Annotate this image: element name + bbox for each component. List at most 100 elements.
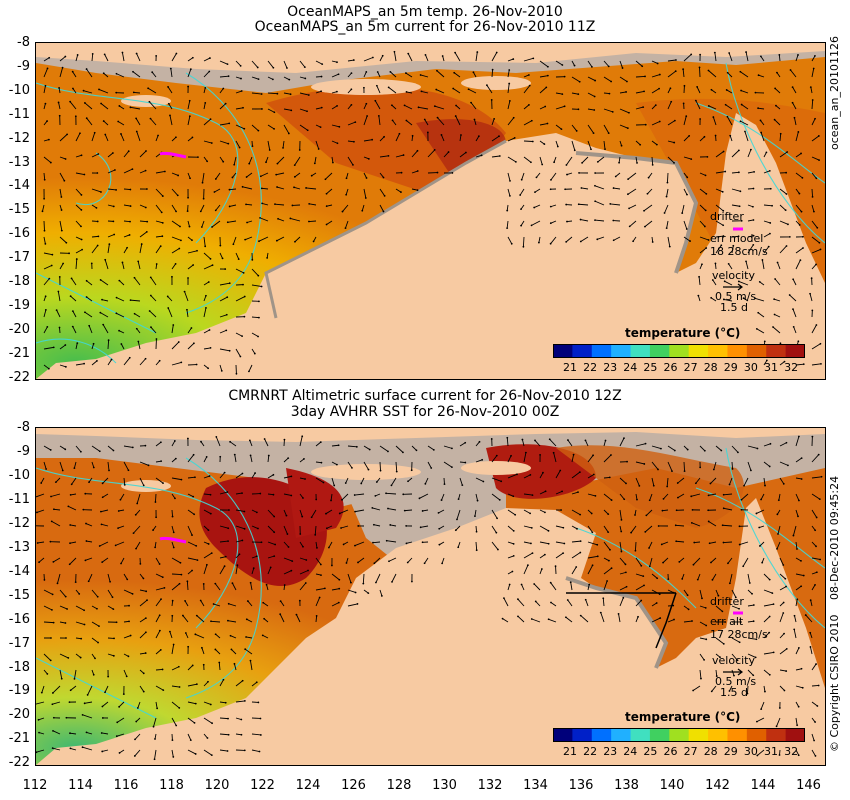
current-vector bbox=[219, 364, 223, 372]
current-vector-head bbox=[191, 664, 194, 667]
current-vector bbox=[299, 60, 306, 68]
current-vector-head bbox=[144, 631, 147, 634]
current-vector bbox=[506, 220, 509, 229]
current-vector bbox=[698, 276, 701, 286]
current-vector bbox=[553, 452, 557, 463]
current-vector bbox=[555, 470, 561, 479]
current-vector-head bbox=[320, 90, 323, 93]
current-vector-head bbox=[800, 478, 803, 480]
current-vector bbox=[790, 69, 797, 78]
current-vector bbox=[603, 140, 606, 150]
current-vector-head bbox=[724, 170, 727, 173]
current-vector bbox=[103, 72, 109, 78]
current-vector-head bbox=[194, 753, 197, 755]
current-vector-head bbox=[720, 449, 723, 452]
current-vector-head bbox=[416, 170, 419, 172]
current-vector bbox=[651, 121, 660, 126]
current-vector-head bbox=[652, 484, 655, 487]
current-vector bbox=[754, 297, 765, 302]
current-vector-head bbox=[243, 749, 246, 752]
current-vector-head bbox=[50, 264, 53, 267]
current-vector-head bbox=[736, 659, 739, 662]
current-vector bbox=[651, 445, 662, 450]
current-vector bbox=[299, 509, 303, 517]
current-vector bbox=[283, 124, 290, 134]
current-vector bbox=[260, 172, 269, 177]
current-vector-head bbox=[290, 475, 293, 478]
current-vector bbox=[603, 476, 610, 479]
current-vector bbox=[267, 140, 271, 151]
current-vector-head bbox=[184, 599, 186, 602]
current-vector-head bbox=[756, 720, 758, 723]
current-vector-head bbox=[211, 264, 214, 267]
current-vector bbox=[507, 473, 518, 479]
current-vector-head bbox=[426, 131, 429, 134]
current-vector-head bbox=[813, 739, 815, 742]
current-vector-head bbox=[814, 117, 816, 120]
current-vector-head bbox=[588, 583, 591, 586]
current-vector bbox=[251, 124, 259, 131]
current-vector bbox=[420, 525, 429, 528]
current-vector bbox=[219, 314, 227, 318]
current-vector bbox=[326, 188, 333, 195]
current-vector bbox=[244, 236, 253, 241]
current-vector-head bbox=[809, 292, 811, 295]
current-vector-head bbox=[100, 732, 103, 734]
current-vector-head bbox=[697, 294, 700, 297]
current-vector-head bbox=[410, 469, 413, 472]
current-vector-head bbox=[755, 638, 758, 641]
current-vector-head bbox=[180, 573, 183, 576]
current-vector-head bbox=[375, 481, 378, 483]
current-vector bbox=[311, 509, 317, 518]
colorbar-segment bbox=[688, 344, 709, 358]
current-vector bbox=[603, 440, 606, 447]
current-vector-head bbox=[644, 530, 647, 533]
current-vector-head bbox=[673, 161, 675, 164]
current-vector-head bbox=[739, 120, 742, 123]
current-vector bbox=[91, 589, 99, 598]
current-vector bbox=[741, 493, 749, 501]
current-vector-head bbox=[93, 131, 96, 134]
current-vector-head bbox=[372, 523, 375, 526]
current-vector-head bbox=[80, 194, 83, 196]
current-vector bbox=[251, 268, 259, 276]
current-vector-head bbox=[644, 75, 646, 78]
current-vector-head bbox=[498, 135, 500, 138]
current-vector bbox=[315, 107, 322, 110]
current-vector-head bbox=[643, 584, 645, 587]
current-vector bbox=[555, 140, 559, 147]
current-vector bbox=[792, 279, 797, 286]
current-vector-head bbox=[566, 173, 568, 176]
current-vector-head bbox=[190, 327, 193, 329]
colorbar-tick-label: 32 bbox=[784, 361, 799, 374]
top-drifter-track bbox=[159, 151, 187, 159]
current-vector-head bbox=[320, 574, 322, 577]
current-vector-head bbox=[98, 450, 101, 453]
current-vector bbox=[406, 91, 413, 94]
current-vector bbox=[731, 445, 739, 453]
current-vector-head bbox=[299, 533, 302, 535]
current-vector-head bbox=[651, 163, 654, 166]
current-vector bbox=[603, 493, 612, 501]
current-vector bbox=[250, 660, 253, 671]
current-vector bbox=[756, 717, 765, 723]
current-vector bbox=[667, 120, 676, 126]
colorbar-segment bbox=[766, 344, 787, 358]
current-vector bbox=[794, 117, 797, 126]
current-vector bbox=[691, 522, 701, 527]
current-vector-head bbox=[175, 136, 177, 139]
current-vector-head bbox=[44, 295, 47, 298]
current-vector-head bbox=[797, 647, 800, 649]
current-vector-head bbox=[186, 580, 189, 583]
current-vector-head bbox=[243, 510, 246, 513]
current-vector-head bbox=[752, 187, 755, 190]
current-vector-head bbox=[707, 69, 710, 72]
current-vector-head bbox=[506, 227, 509, 230]
current-vector-head bbox=[690, 521, 693, 524]
current-vector-head bbox=[304, 478, 306, 480]
current-vector bbox=[709, 541, 717, 544]
current-vector-head bbox=[149, 276, 152, 279]
current-vector-head bbox=[85, 68, 88, 70]
current-vector-head bbox=[204, 245, 207, 248]
current-vector bbox=[377, 71, 381, 78]
